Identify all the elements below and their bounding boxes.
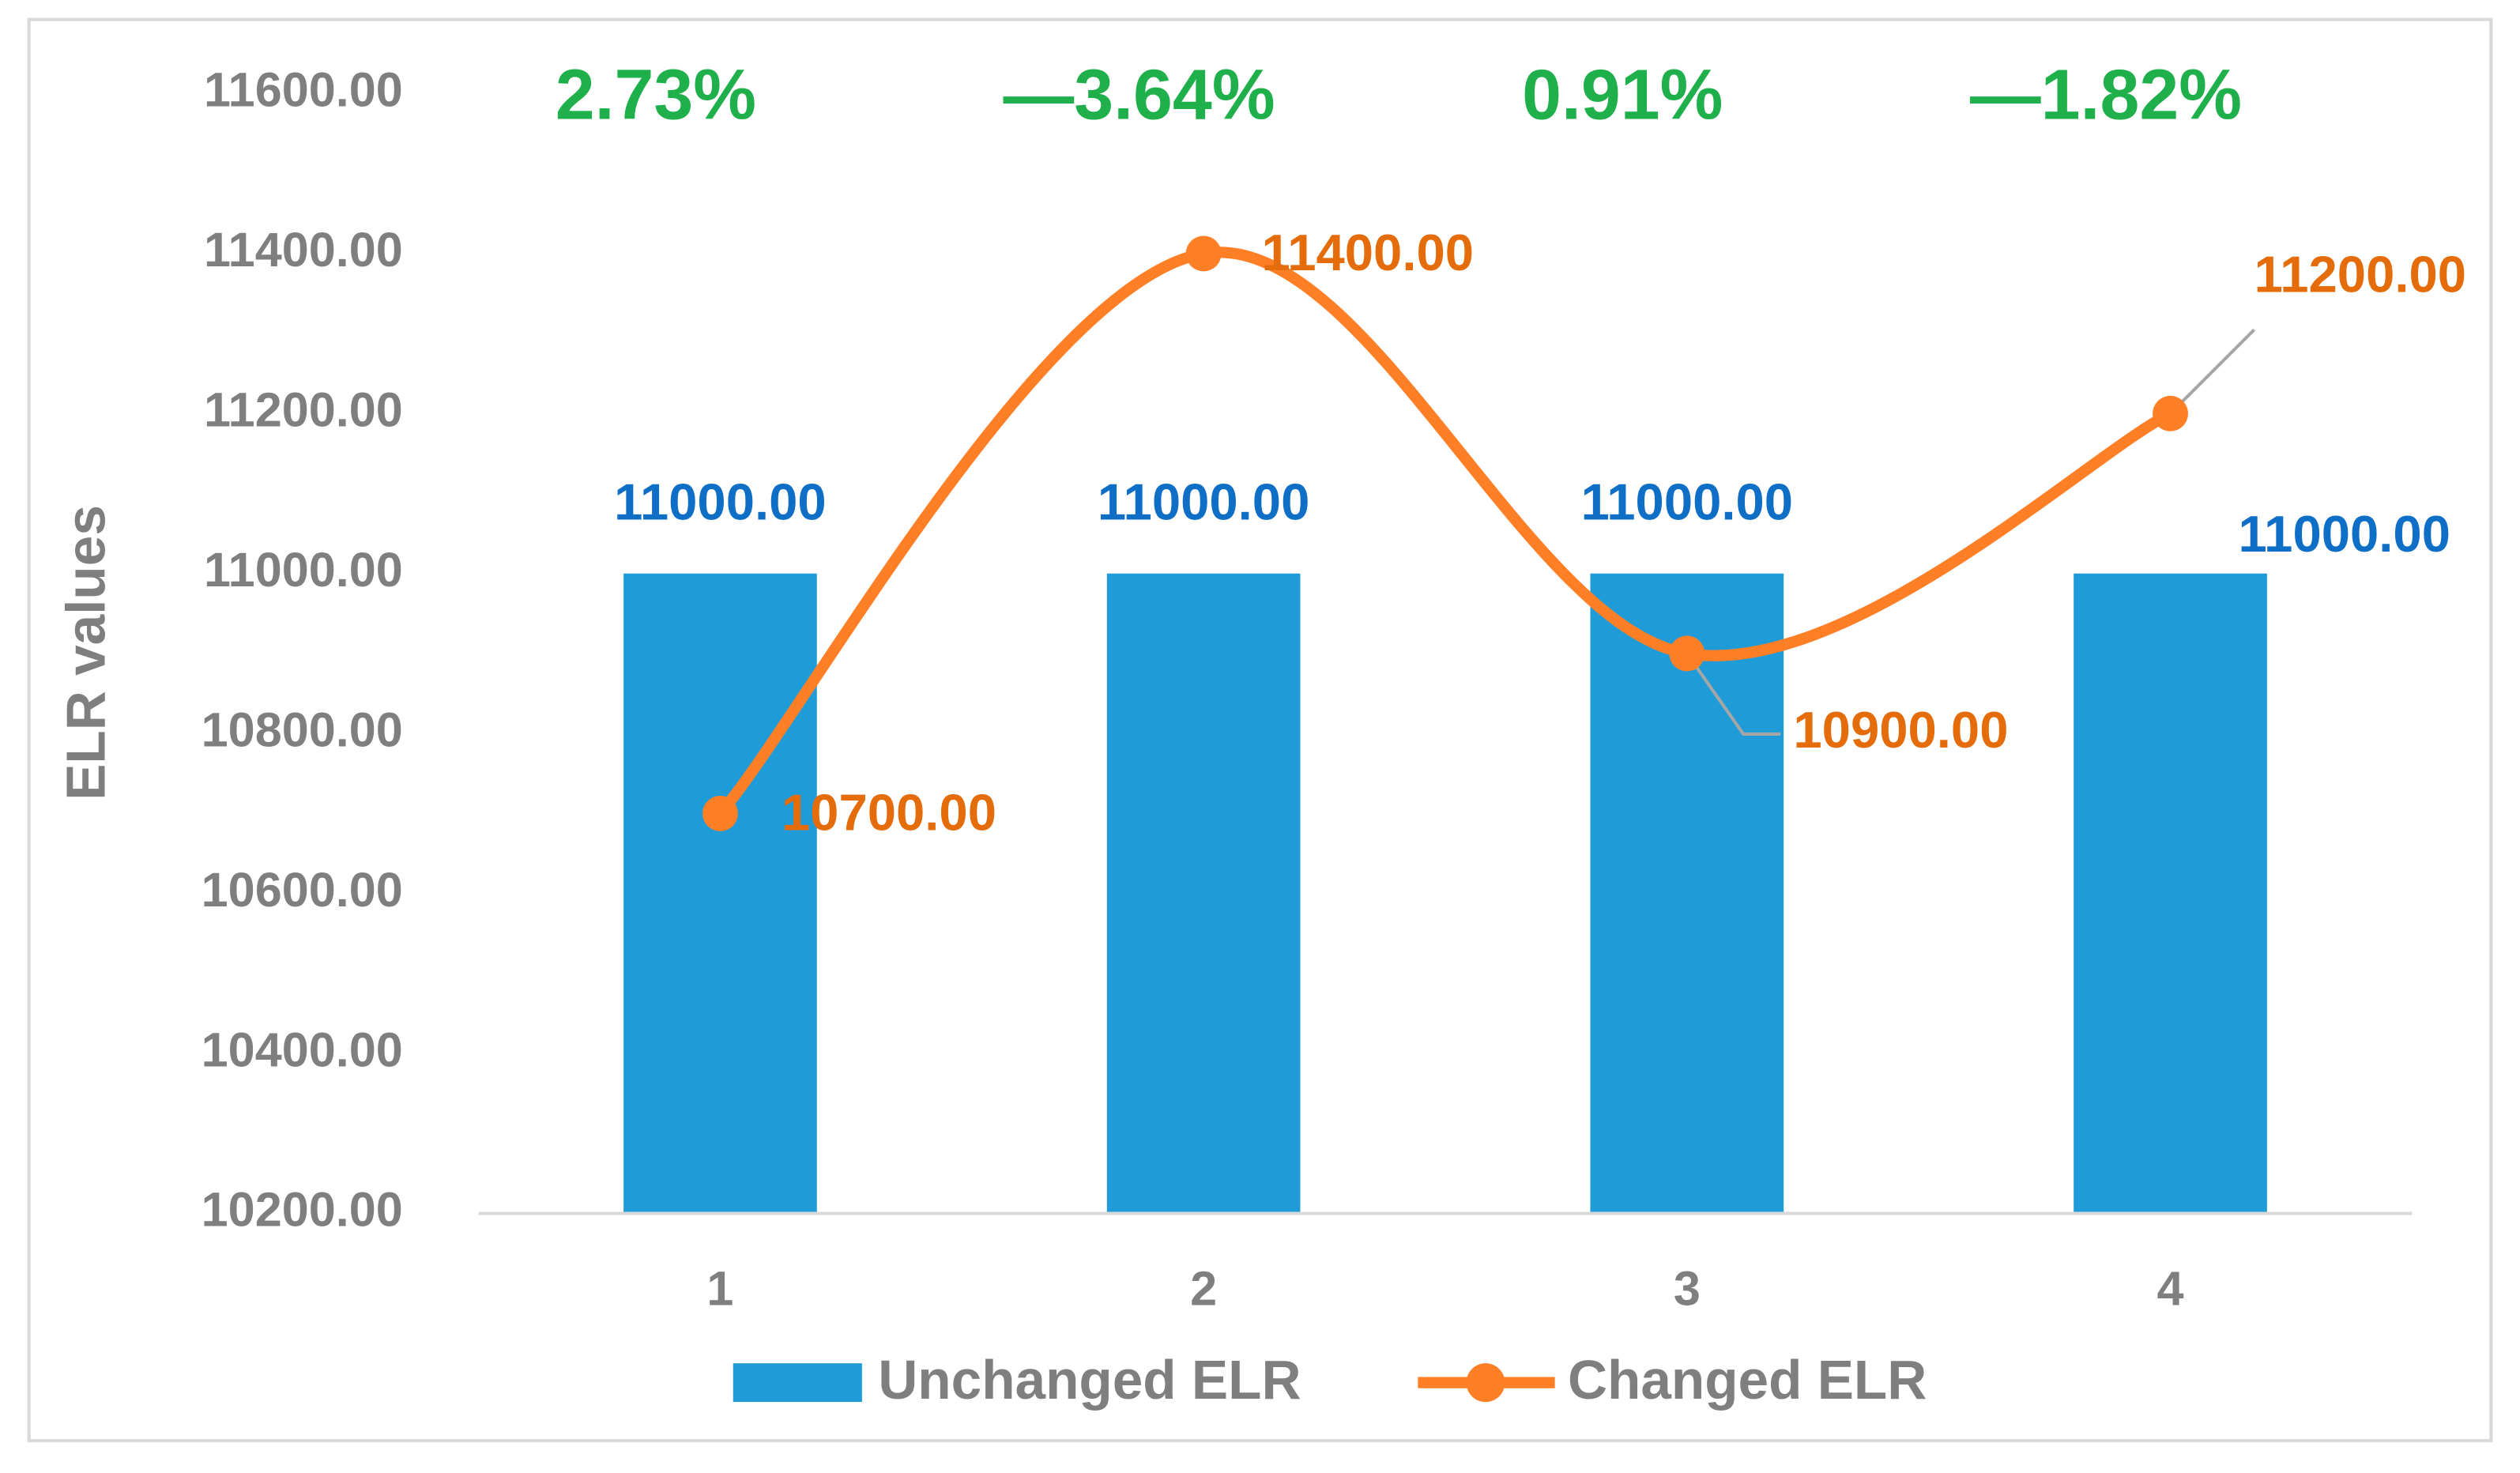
line-value-label: 11200.00 [2254, 245, 2466, 303]
leader-line [2169, 328, 2256, 415]
legend-label: Unchanged ELR [878, 1349, 1301, 1411]
line-marker [703, 796, 738, 831]
legend-marker [1466, 1363, 1505, 1403]
line-marker [1669, 635, 1705, 672]
bar-value-label: 11000.00 [1098, 473, 1310, 530]
bar [1106, 573, 1301, 1214]
y-axis-title: ELR values [55, 505, 116, 801]
x-tick-label: 2 [1190, 1262, 1217, 1316]
y-tick-label: 10600.00 [202, 863, 403, 917]
bar-value-label: 11000.00 [614, 473, 826, 530]
bar [2074, 573, 2267, 1214]
line-marker [2153, 395, 2188, 431]
leader-line [1686, 652, 1781, 736]
legend-swatch [733, 1363, 862, 1403]
y-tick-label: 11000.00 [204, 543, 403, 597]
bar-value-label: 11000.00 [2238, 505, 2450, 563]
x-tick-label: 4 [2157, 1262, 2184, 1316]
line-value-label: 10900.00 [1793, 701, 2008, 759]
line [714, 247, 2176, 819]
y-tick-label: 10800.00 [202, 703, 403, 756]
annotation: —3.64% [1004, 55, 1275, 134]
y-tick-label: 11400.00 [204, 223, 403, 277]
annotation: 2.73% [556, 55, 756, 134]
line-marker [1185, 235, 1222, 272]
y-tick-label: 11200.00 [204, 382, 403, 436]
annotation: —1.82% [1970, 55, 2242, 134]
bar-value-label: 11000.00 [1581, 473, 1793, 530]
y-tick-label: 11600.00 [204, 63, 403, 117]
x-tick-label: 3 [1674, 1262, 1701, 1316]
bar [623, 573, 817, 1214]
line-value-label: 11400.00 [1262, 224, 1474, 281]
annotation: 0.91% [1522, 55, 1723, 134]
line-value-label: 10700.00 [782, 784, 996, 842]
y-tick-label: 10200.00 [202, 1183, 403, 1237]
legend-label: Changed ELR [1568, 1349, 1927, 1411]
x-tick-label: 1 [706, 1262, 733, 1316]
y-tick-label: 10400.00 [202, 1023, 403, 1076]
bar [1590, 573, 1784, 1214]
